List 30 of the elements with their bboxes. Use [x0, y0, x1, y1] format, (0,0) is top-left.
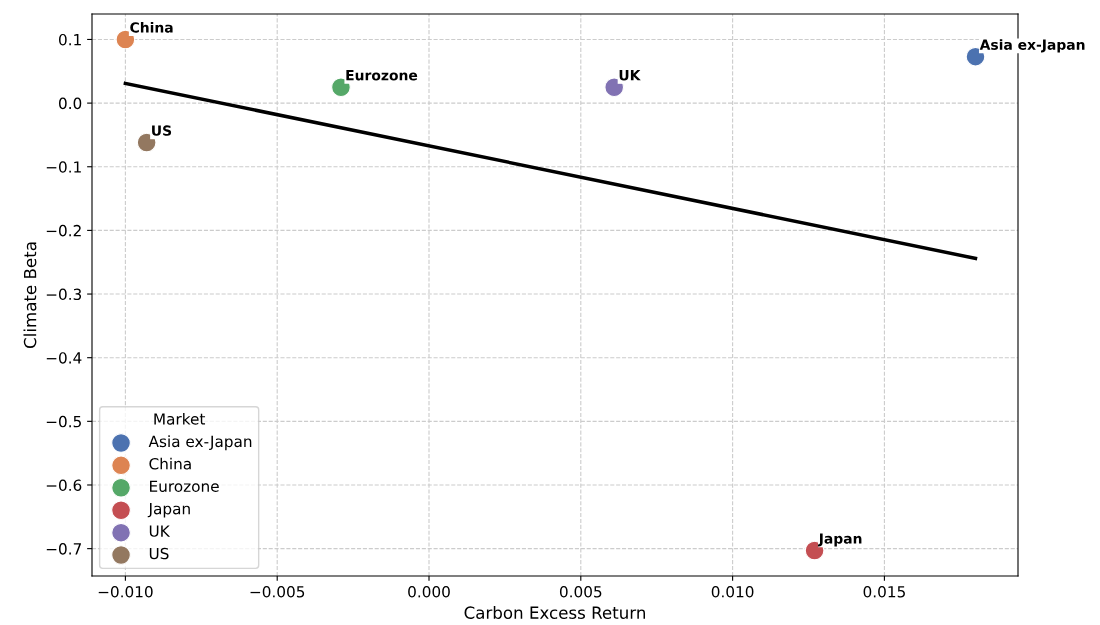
y-tick-label: −0.6	[46, 479, 82, 492]
x-axis-title: Carbon Excess Return	[464, 606, 645, 619]
y-tick-label: −0.3	[46, 288, 82, 301]
legend-label: Asia ex-Japan	[148, 435, 252, 451]
y-tick-label: 0.1	[58, 33, 81, 46]
y-tick-label: −0.4	[46, 352, 82, 364]
text: Japan	[817, 533, 862, 547]
legend-label: UK	[149, 525, 171, 537]
x-tick-label: 0.000	[408, 585, 450, 598]
legend-label: Japan	[147, 503, 190, 518]
y-axis-title: Climate Beta	[23, 242, 37, 348]
x-tick-label: 0.005	[559, 585, 602, 598]
text: Eurozone	[346, 70, 418, 81]
y-tick-label: −0.5	[46, 415, 81, 428]
y-tick-label: −0.7	[46, 543, 81, 555]
legend-label: US	[149, 547, 169, 560]
y-tick-label: 0.0	[58, 97, 82, 110]
x-tick-label: 0.010	[711, 585, 754, 598]
legend-label: Eurozone	[150, 480, 219, 493]
x-tick-label: −0.010	[98, 585, 153, 598]
text: UK	[619, 70, 641, 81]
text: US	[152, 125, 172, 136]
text: Asia ex-Japan	[979, 39, 1085, 53]
x-tick-label: −0.005	[250, 585, 305, 598]
y-tick-label: −0.2	[46, 224, 81, 237]
y-tick-label: −0.1	[46, 161, 81, 173]
legend-label: China	[149, 457, 191, 470]
text: China	[130, 21, 173, 33]
x-tick-label: 0.015	[863, 585, 905, 598]
legend-title: Market	[154, 412, 206, 425]
